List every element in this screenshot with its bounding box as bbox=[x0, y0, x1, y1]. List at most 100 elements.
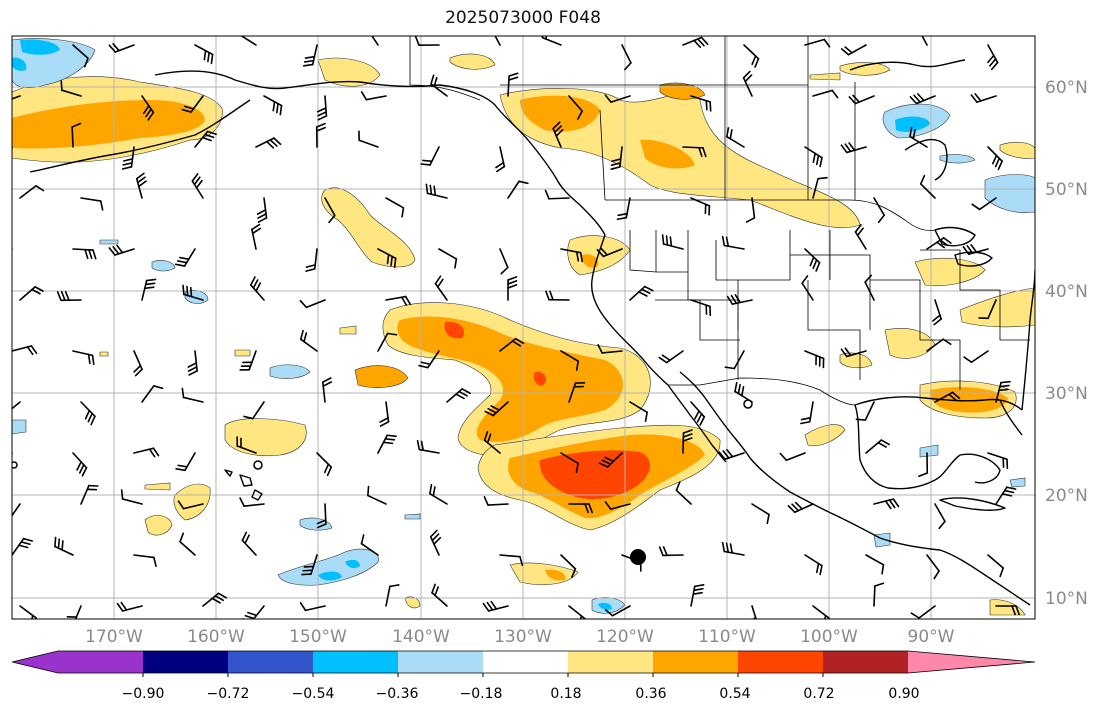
wind-barb bbox=[682, 429, 693, 454]
barb-feather bbox=[682, 437, 693, 442]
barb-feather bbox=[76, 461, 82, 471]
barb-feather bbox=[766, 513, 770, 525]
lat-label-10: 10°N bbox=[1045, 589, 1088, 609]
barb-feather bbox=[575, 360, 580, 371]
barb-feather bbox=[458, 390, 468, 397]
barb-feather bbox=[815, 562, 820, 574]
barb-feather bbox=[693, 587, 704, 592]
wind-barb bbox=[316, 452, 333, 477]
barb-feather bbox=[545, 290, 550, 301]
barb-shaft bbox=[507, 75, 510, 97]
barb-feather bbox=[429, 184, 433, 196]
barb-feather bbox=[555, 128, 564, 137]
barb-shaft bbox=[934, 503, 946, 523]
barb-feather bbox=[367, 21, 372, 28]
wind-barb bbox=[181, 387, 204, 403]
barb-feather bbox=[507, 276, 518, 281]
barb-feather bbox=[18, 544, 29, 549]
wind-barb bbox=[568, 503, 593, 514]
barb-feather bbox=[303, 565, 315, 568]
barb-feather bbox=[604, 609, 614, 617]
barb-feather bbox=[195, 179, 203, 189]
wind-barb bbox=[848, 94, 875, 105]
wind-barb bbox=[995, 605, 1020, 616]
colorbar-swatch bbox=[653, 651, 738, 673]
barb-feather bbox=[737, 383, 741, 395]
wind-barb bbox=[360, 534, 379, 556]
barb-feather bbox=[0, 410, 5, 414]
wind-barb bbox=[978, 299, 997, 320]
contour-neg-trop bbox=[277, 548, 379, 586]
barb-shaft bbox=[873, 585, 876, 607]
barb-feather bbox=[486, 433, 492, 444]
wind-barb bbox=[910, 605, 936, 619]
wind-barb bbox=[909, 93, 936, 105]
colorbar-tick-label: 0.90 bbox=[888, 686, 919, 702]
barb-feather bbox=[303, 63, 314, 67]
wind-barb bbox=[429, 529, 442, 556]
wind-barb bbox=[251, 223, 262, 250]
barb-feather bbox=[724, 366, 736, 370]
barb-feather bbox=[597, 344, 603, 354]
barb-feather bbox=[133, 364, 142, 373]
wind-barb bbox=[360, 91, 387, 101]
barb-feather bbox=[752, 616, 757, 619]
barb-feather bbox=[483, 430, 489, 442]
contour-great-lakes bbox=[914, 257, 986, 286]
barb-shaft bbox=[72, 44, 89, 60]
barb-shaft bbox=[182, 396, 204, 403]
barb-feather bbox=[299, 329, 304, 341]
wind-barb bbox=[263, 95, 283, 116]
wind-barb bbox=[970, 93, 997, 103]
barb-feather bbox=[144, 282, 156, 286]
barb-feather bbox=[175, 468, 186, 472]
border-states-f bbox=[870, 279, 961, 390]
barb-shaft bbox=[601, 350, 623, 354]
barb-feather bbox=[207, 51, 210, 63]
border-states-g bbox=[920, 249, 1030, 341]
wind-barb bbox=[19, 286, 44, 301]
barb-feather bbox=[422, 159, 433, 163]
barb-feather bbox=[754, 57, 760, 68]
barb-feather bbox=[87, 412, 93, 423]
barb-feather bbox=[301, 573, 312, 576]
wind-barb bbox=[121, 146, 135, 170]
barb-feather bbox=[721, 235, 726, 247]
wind-barb bbox=[934, 503, 946, 530]
wind-barb bbox=[926, 338, 952, 352]
barb-shaft bbox=[864, 281, 875, 301]
contour-isolated-5 bbox=[404, 596, 421, 609]
barb-feather bbox=[726, 295, 734, 305]
wind-barb bbox=[682, 146, 707, 158]
wind-barb bbox=[804, 554, 823, 576]
barb-feather bbox=[31, 288, 41, 295]
barb-feather bbox=[92, 249, 97, 260]
barb-feather bbox=[507, 284, 518, 289]
barb-feather bbox=[734, 381, 738, 393]
barb-feather bbox=[910, 612, 920, 619]
barb-feather bbox=[840, 48, 850, 56]
barb-feather bbox=[734, 294, 742, 304]
barb-feather bbox=[1011, 605, 1016, 616]
wind-barb bbox=[971, 197, 997, 211]
wind-barb bbox=[865, 439, 890, 454]
wind-barb bbox=[194, 130, 217, 148]
wind-barb bbox=[141, 95, 155, 121]
wind-barb bbox=[854, 224, 867, 250]
barb-feather bbox=[669, 236, 673, 247]
colorbar-tick-label: −0.90 bbox=[122, 686, 165, 702]
barb-feather bbox=[191, 173, 199, 182]
wind-barb bbox=[568, 381, 586, 403]
coast-hawaii-1 bbox=[239, 474, 253, 487]
coastlines bbox=[29, 59, 1035, 606]
barb-feather bbox=[881, 564, 885, 575]
lat-label-30: 30°N bbox=[1045, 384, 1088, 404]
coast-alaska bbox=[154, 70, 606, 236]
colorbar-swatch bbox=[483, 651, 568, 673]
colorbar-tick-label: −0.18 bbox=[460, 686, 503, 702]
barb-feather bbox=[315, 126, 326, 132]
wind-barb bbox=[743, 44, 760, 68]
wind-barb bbox=[726, 294, 753, 305]
barb-feather bbox=[787, 505, 796, 514]
map-area bbox=[0, 21, 1035, 619]
